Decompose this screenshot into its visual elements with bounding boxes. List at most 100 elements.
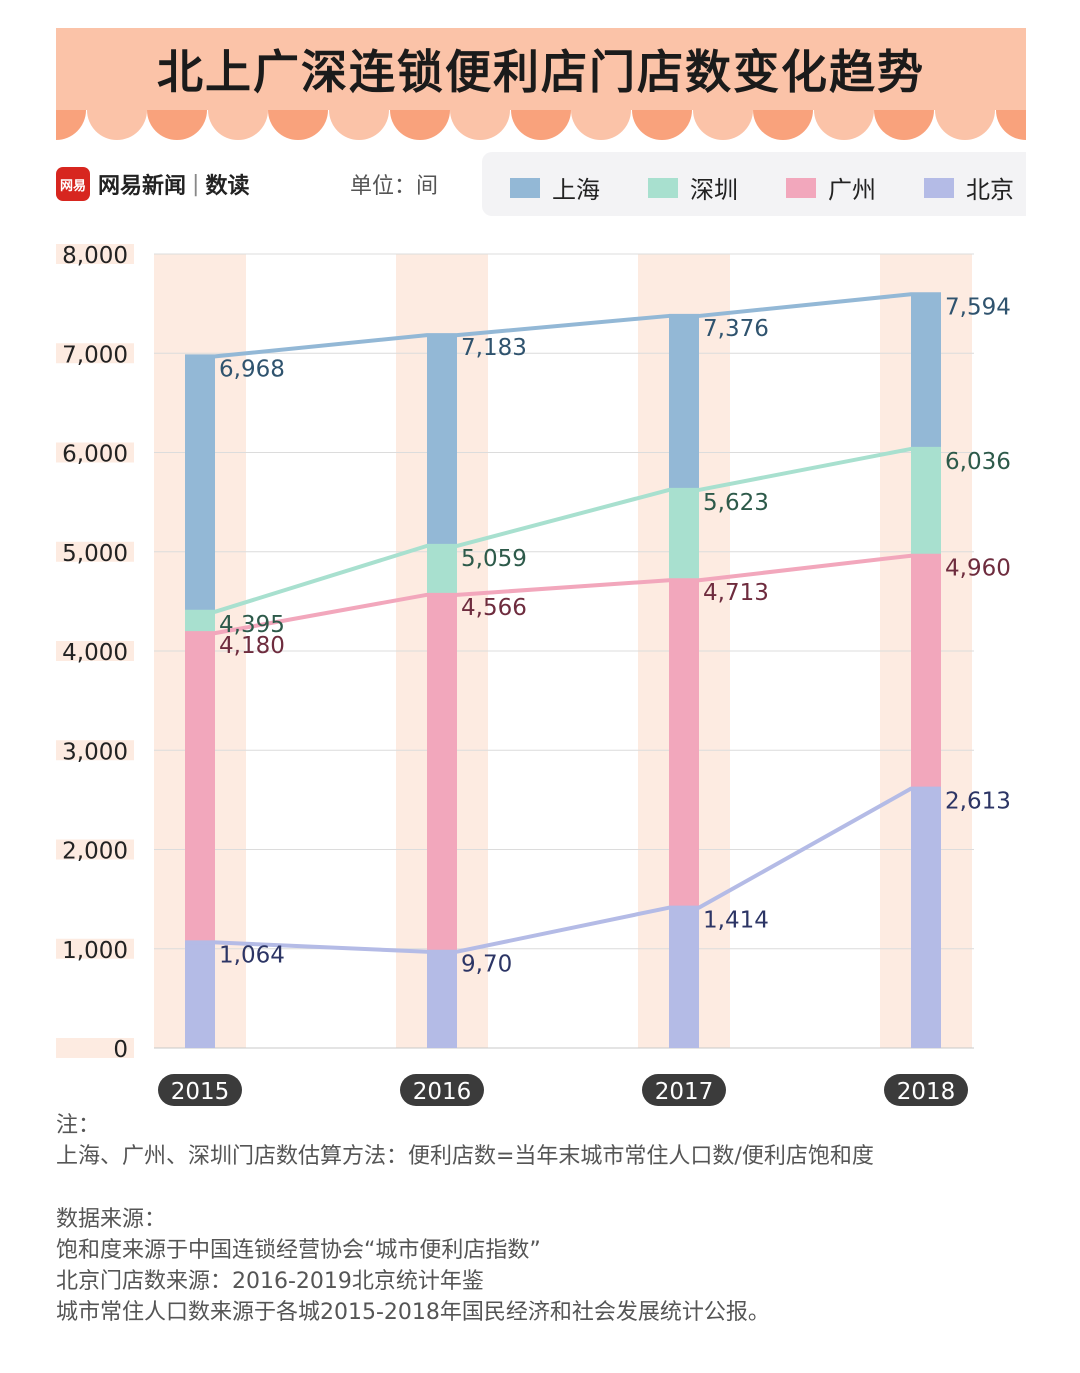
- series-line: [185, 292, 941, 359]
- bar-segment: [427, 335, 457, 546]
- legend-label-guangzhou: 广州: [828, 176, 876, 204]
- data-label: 2,613: [945, 789, 1011, 815]
- y-tick-label-bg: [56, 938, 134, 959]
- bar-segment: [427, 545, 457, 595]
- x-tick-label: 2016: [413, 1079, 472, 1105]
- y-tick-label: 1,000: [62, 938, 128, 964]
- data-label: 4,180: [219, 633, 285, 659]
- note-body: 上海、广州、深圳门店数估算方法：便利店数=当年末城市常住人口数/便利店饱和度: [56, 1144, 874, 1169]
- brand: 网易 网易新闻 | 数读: [56, 166, 249, 202]
- legend-item-beijing: 北京: [924, 170, 1014, 205]
- banner-scallop: [147, 110, 208, 140]
- banner-scallop: [268, 110, 329, 140]
- legend-swatch-guangzhou: [786, 177, 816, 198]
- y-tick-label: 8,000: [62, 243, 128, 269]
- bar-segment: [669, 580, 699, 908]
- brand-name: 网易新闻: [98, 174, 187, 199]
- series-line: [185, 446, 941, 614]
- y-tick-label-bg: [56, 442, 134, 463]
- source-line: 北京门店数来源：2016-2019北京统计年鉴: [56, 1269, 484, 1294]
- data-label: 4,713: [703, 580, 769, 606]
- bar-segment: [185, 356, 215, 612]
- y-tick-label-bg: [56, 1038, 134, 1058]
- data-label: 1,064: [219, 942, 285, 968]
- banner-scallop: [450, 110, 511, 140]
- banner-scallop: [935, 110, 995, 140]
- banner-scallops: [56, 110, 1026, 166]
- legend-label-shenzhen: 深圳: [690, 176, 738, 204]
- y-tick-label-bg: [56, 541, 134, 562]
- y-tick-label: 7,000: [62, 342, 128, 368]
- bar-segment: [669, 489, 699, 581]
- data-label: 4,960: [945, 556, 1011, 582]
- y-tick-label: 5,000: [62, 541, 128, 567]
- x-tick-pill: [642, 1074, 726, 1106]
- data-label: 9,70: [461, 952, 512, 978]
- banner-scallop: [692, 110, 753, 140]
- y-tick-label: 3,000: [62, 739, 128, 765]
- source-line: 城市常住人口数来源于各城2015-2018年国民经济和社会发展统计公报。: [56, 1300, 770, 1325]
- bar-segment: [185, 942, 215, 1048]
- banner-scallop: [207, 110, 268, 140]
- bar-segment: [911, 788, 941, 1048]
- legend-item-shanghai: 上海: [510, 170, 600, 205]
- x-tick-pill: [400, 1074, 484, 1106]
- brand-separator: |: [192, 171, 200, 197]
- banner-scallop: [329, 110, 389, 140]
- banner-scallop: [56, 110, 86, 140]
- legend: 上海 深圳 广州 北京: [482, 152, 1026, 216]
- data-label: 1,414: [703, 908, 769, 934]
- source-line: 饱和度来源于中国连锁经营协会“城市便利店指数”: [56, 1238, 541, 1263]
- legend-label-beijing: 北京: [966, 176, 1014, 204]
- x-tick-label: 2017: [655, 1079, 714, 1105]
- source-title: 数据来源：: [56, 1207, 167, 1232]
- bar-segment: [427, 951, 457, 1048]
- bar-segment: [669, 315, 699, 490]
- banner-scallop: [995, 110, 1026, 140]
- legend-item-guangzhou: 广州: [786, 170, 876, 205]
- netease-logo-icon: 网易: [56, 167, 90, 201]
- data-label: 6,036: [945, 449, 1011, 475]
- banner-scallop: [389, 110, 450, 140]
- data-label: 5,623: [703, 490, 769, 516]
- y-tick-label: 4,000: [62, 640, 128, 666]
- x-tick-pill: [158, 1074, 242, 1106]
- note-title: 注：: [56, 1113, 101, 1138]
- stacked-bar-chart: 1,064 9,70 1,414 2,613 4,180 4,566 4,713 4,960 4…: [56, 243, 1011, 1106]
- y-tick-label-bg: [56, 343, 134, 364]
- x-tick-label: 2015: [171, 1079, 230, 1105]
- y-tick-label: 0: [113, 1037, 128, 1063]
- data-label: 4,566: [461, 595, 527, 621]
- legend-label-shanghai: 上海: [552, 176, 600, 204]
- banner-scallop: [571, 110, 632, 140]
- brand-section: 数读: [205, 174, 250, 199]
- data-label: 7,183: [461, 335, 527, 361]
- legend-swatch-shenzhen: [648, 177, 678, 198]
- y-tick-label: 2,000: [62, 839, 128, 865]
- series-line: [185, 553, 941, 636]
- banner-scallop: [86, 110, 147, 140]
- x-tick-label: 2018: [897, 1079, 956, 1105]
- x-tick-pill: [884, 1074, 968, 1106]
- banner-scallop: [510, 110, 571, 140]
- unit-label: 单位：间: [350, 174, 439, 199]
- bar-segment: [185, 633, 215, 943]
- data-label: 7,594: [945, 294, 1011, 320]
- data-label: 4,395: [219, 612, 285, 638]
- legend-swatch-shanghai: [510, 177, 540, 198]
- banner-scallop: [753, 110, 814, 140]
- y-tick-label-bg: [56, 740, 134, 761]
- bar-segment: [911, 448, 941, 556]
- bar-segment: [427, 594, 457, 952]
- y-tick-label: 6,000: [62, 442, 128, 468]
- title-banner: 北上广深连锁便利店门店数变化趋势: [56, 28, 1026, 140]
- series-line: [185, 786, 941, 954]
- bar-segment: [185, 611, 215, 634]
- y-tick-label-bg: [56, 641, 134, 661]
- y-tick-label-bg: [56, 839, 134, 860]
- legend-swatch-beijing: [924, 177, 954, 198]
- data-label: 7,376: [703, 316, 769, 342]
- y-tick-label-bg: [56, 244, 134, 264]
- bar-segment: [669, 907, 699, 1048]
- banner-scallop: [632, 110, 692, 140]
